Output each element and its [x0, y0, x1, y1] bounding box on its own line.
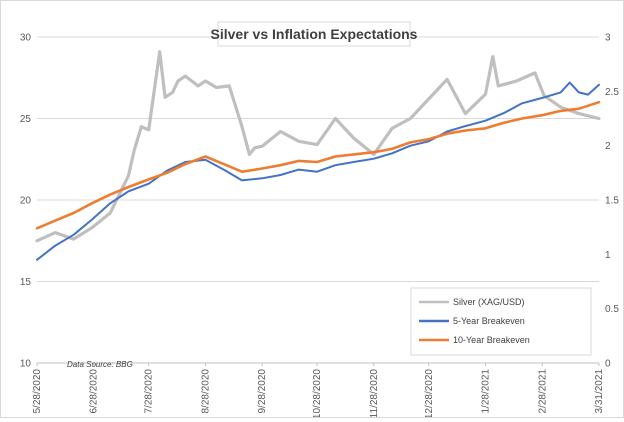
- legend: Silver (XAG/USD) 5-Year Breakeven 10-Yea…: [410, 287, 592, 356]
- series-line-1: [36, 81, 600, 261]
- series-line-0: [35, 50, 601, 243]
- x-tick-label-6: 11/28/2020: [369, 369, 380, 417]
- series-line-2: [35, 100, 601, 230]
- chart-title-box: [217, 21, 411, 47]
- right-y-axis: 0 0.5 1 1.5 2 2.5 3: [605, 33, 619, 370]
- x-tick-label-4: 9/28/2020: [257, 369, 268, 414]
- left-tick-label-1: 15: [20, 277, 32, 288]
- x-tick-label-1: 6/28/2020: [89, 369, 100, 414]
- chart-title: Silver vs Inflation Expectations: [211, 26, 418, 42]
- x-tick-label-5: 10/28/2020: [312, 369, 323, 417]
- x-tick-label-7: 12/28/2020: [424, 369, 435, 417]
- legend-label-silver: Silver (XAG/USD): [453, 297, 525, 307]
- x-tick-label-10: 3/31/2021: [594, 369, 605, 414]
- legend-label-10y: 10-Year Breakeven: [453, 335, 530, 345]
- right-tick-label-6: 3: [605, 33, 611, 44]
- left-tick-label-3: 25: [20, 114, 32, 125]
- legend-label-5y: 5-Year Breakeven: [453, 316, 525, 326]
- left-tick-label-2: 20: [20, 196, 32, 207]
- x-axis: 5/28/2020 6/28/2020 7/28/2020 8/28/2020 9/28…: [32, 362, 605, 419]
- right-tick-label-0: 0: [605, 359, 611, 370]
- left-tick-label-4: 30: [20, 33, 32, 44]
- x-tick-label-9: 2/28/2021: [537, 369, 548, 414]
- right-tick-label-2: 1: [605, 250, 611, 261]
- series-lines: [35, 50, 601, 261]
- data-source-note: Data Source: BBG: [67, 360, 133, 369]
- x-tick-label-8: 1/28/2021: [481, 369, 492, 414]
- x-tick-label-2: 7/28/2020: [144, 369, 155, 414]
- right-tick-label-4: 2: [605, 141, 611, 152]
- left-y-axis: 10 15 20 25 30: [20, 33, 32, 370]
- right-tick-label-1: 0.5: [605, 304, 619, 315]
- right-tick-label-3: 1.5: [605, 196, 619, 207]
- x-tick-label-0: 5/28/2020: [32, 369, 43, 414]
- x-tick-label-3: 8/28/2020: [200, 369, 211, 414]
- right-tick-label-5: 2.5: [605, 87, 619, 98]
- left-tick-label-0: 10: [20, 359, 32, 370]
